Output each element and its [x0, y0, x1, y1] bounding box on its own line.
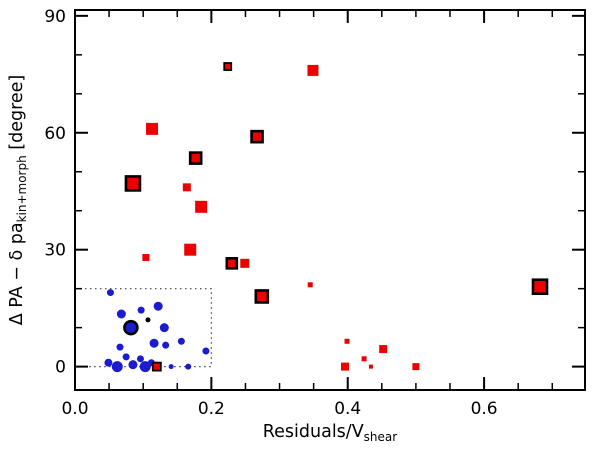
- dotted-selection-box-layer: [74, 288, 212, 368]
- data-point-red-squares: [184, 243, 197, 256]
- data-point-red-squares: [240, 258, 250, 268]
- data-point-red-squares: [151, 361, 162, 372]
- data-point-red-squares: [379, 345, 388, 354]
- axes-frame: [74, 9, 586, 391]
- dotted-selection-box: [74, 288, 212, 368]
- y-tick-label: 90: [44, 7, 66, 27]
- data-point-blue-circles: [116, 309, 126, 319]
- data-point-red-squares: [344, 338, 350, 344]
- axes-frame-layer: [74, 9, 586, 391]
- data-point-blue-circles: [185, 363, 192, 370]
- data-point-red-squares: [368, 364, 373, 369]
- x-axis-label: Residuals/Vshear: [263, 422, 397, 444]
- data-point-blue-circles: [136, 355, 144, 363]
- data-point-red-squares: [225, 257, 239, 270]
- data-point-red-squares: [142, 253, 150, 261]
- data-point-blue-circles: [139, 361, 151, 373]
- x-tick-label: 0.0: [61, 399, 88, 419]
- data-point-blue-circles: [168, 364, 174, 370]
- data-point-red-squares: [307, 64, 319, 76]
- data-point-blue-circles: [111, 361, 123, 373]
- data-point-red-squares: [250, 129, 264, 144]
- data-point-red-squares: [182, 183, 191, 192]
- data-point-red-squares: [195, 200, 208, 213]
- data-point-blue-circles: [162, 341, 170, 349]
- data-point-blue-circles: [153, 301, 163, 311]
- data-point-red-squares: [307, 282, 313, 288]
- data-point-blue-circles: [149, 338, 159, 348]
- data-point-red-squares: [188, 151, 203, 165]
- data-point-red-squares: [146, 122, 159, 135]
- data-points-layer: [104, 62, 549, 373]
- y-tick-label: 30: [44, 241, 66, 261]
- data-point-blue-circles: [137, 306, 145, 314]
- data-point-blue-circles: [128, 360, 138, 370]
- data-point-red-squares: [254, 289, 270, 304]
- data-point-red-squares: [531, 278, 549, 296]
- data-point-red-squares: [223, 62, 233, 71]
- data-point-blue-circles: [122, 353, 130, 361]
- y-axis-label-subscript: kin+morph: [15, 155, 29, 222]
- y-axis-label-suffix: [degree]: [7, 75, 27, 156]
- x-axis-label-subscript: shear: [364, 430, 398, 444]
- data-point-blue-circles: [104, 358, 113, 367]
- data-point-blue-circles: [116, 343, 124, 351]
- x-tick-label: 0.4: [334, 399, 361, 419]
- data-point-blue-circles: [159, 323, 169, 333]
- axis-ticks-layer: [74, 10, 585, 390]
- data-point-blue-circles: [202, 347, 210, 355]
- x-tick-label: 0.6: [471, 399, 498, 419]
- x-tick-label: 0.2: [198, 399, 225, 419]
- data-point-blue-circles: [177, 337, 185, 345]
- data-point-red-squares: [124, 175, 142, 192]
- y-tick-label: 0: [55, 358, 66, 378]
- x-axis-label-main: Residuals/V: [263, 422, 364, 442]
- data-point-blue-circles: [106, 289, 114, 297]
- tick-labels-layer: 0.0 0.2 0.4 0.6 0 30 60 90: [44, 7, 497, 419]
- data-point-black-dots: [145, 317, 151, 323]
- y-axis-label-main: Δ PA − δ pa: [7, 222, 27, 325]
- data-point-red-squares: [412, 363, 420, 371]
- y-axis-label: Δ PA − δ pakin+morph [degree]: [7, 75, 29, 326]
- data-point-red-squares: [361, 356, 367, 362]
- data-point-red-squares: [341, 362, 349, 371]
- y-tick-label: 60: [44, 124, 66, 144]
- data-point-blue-circles: [123, 319, 139, 336]
